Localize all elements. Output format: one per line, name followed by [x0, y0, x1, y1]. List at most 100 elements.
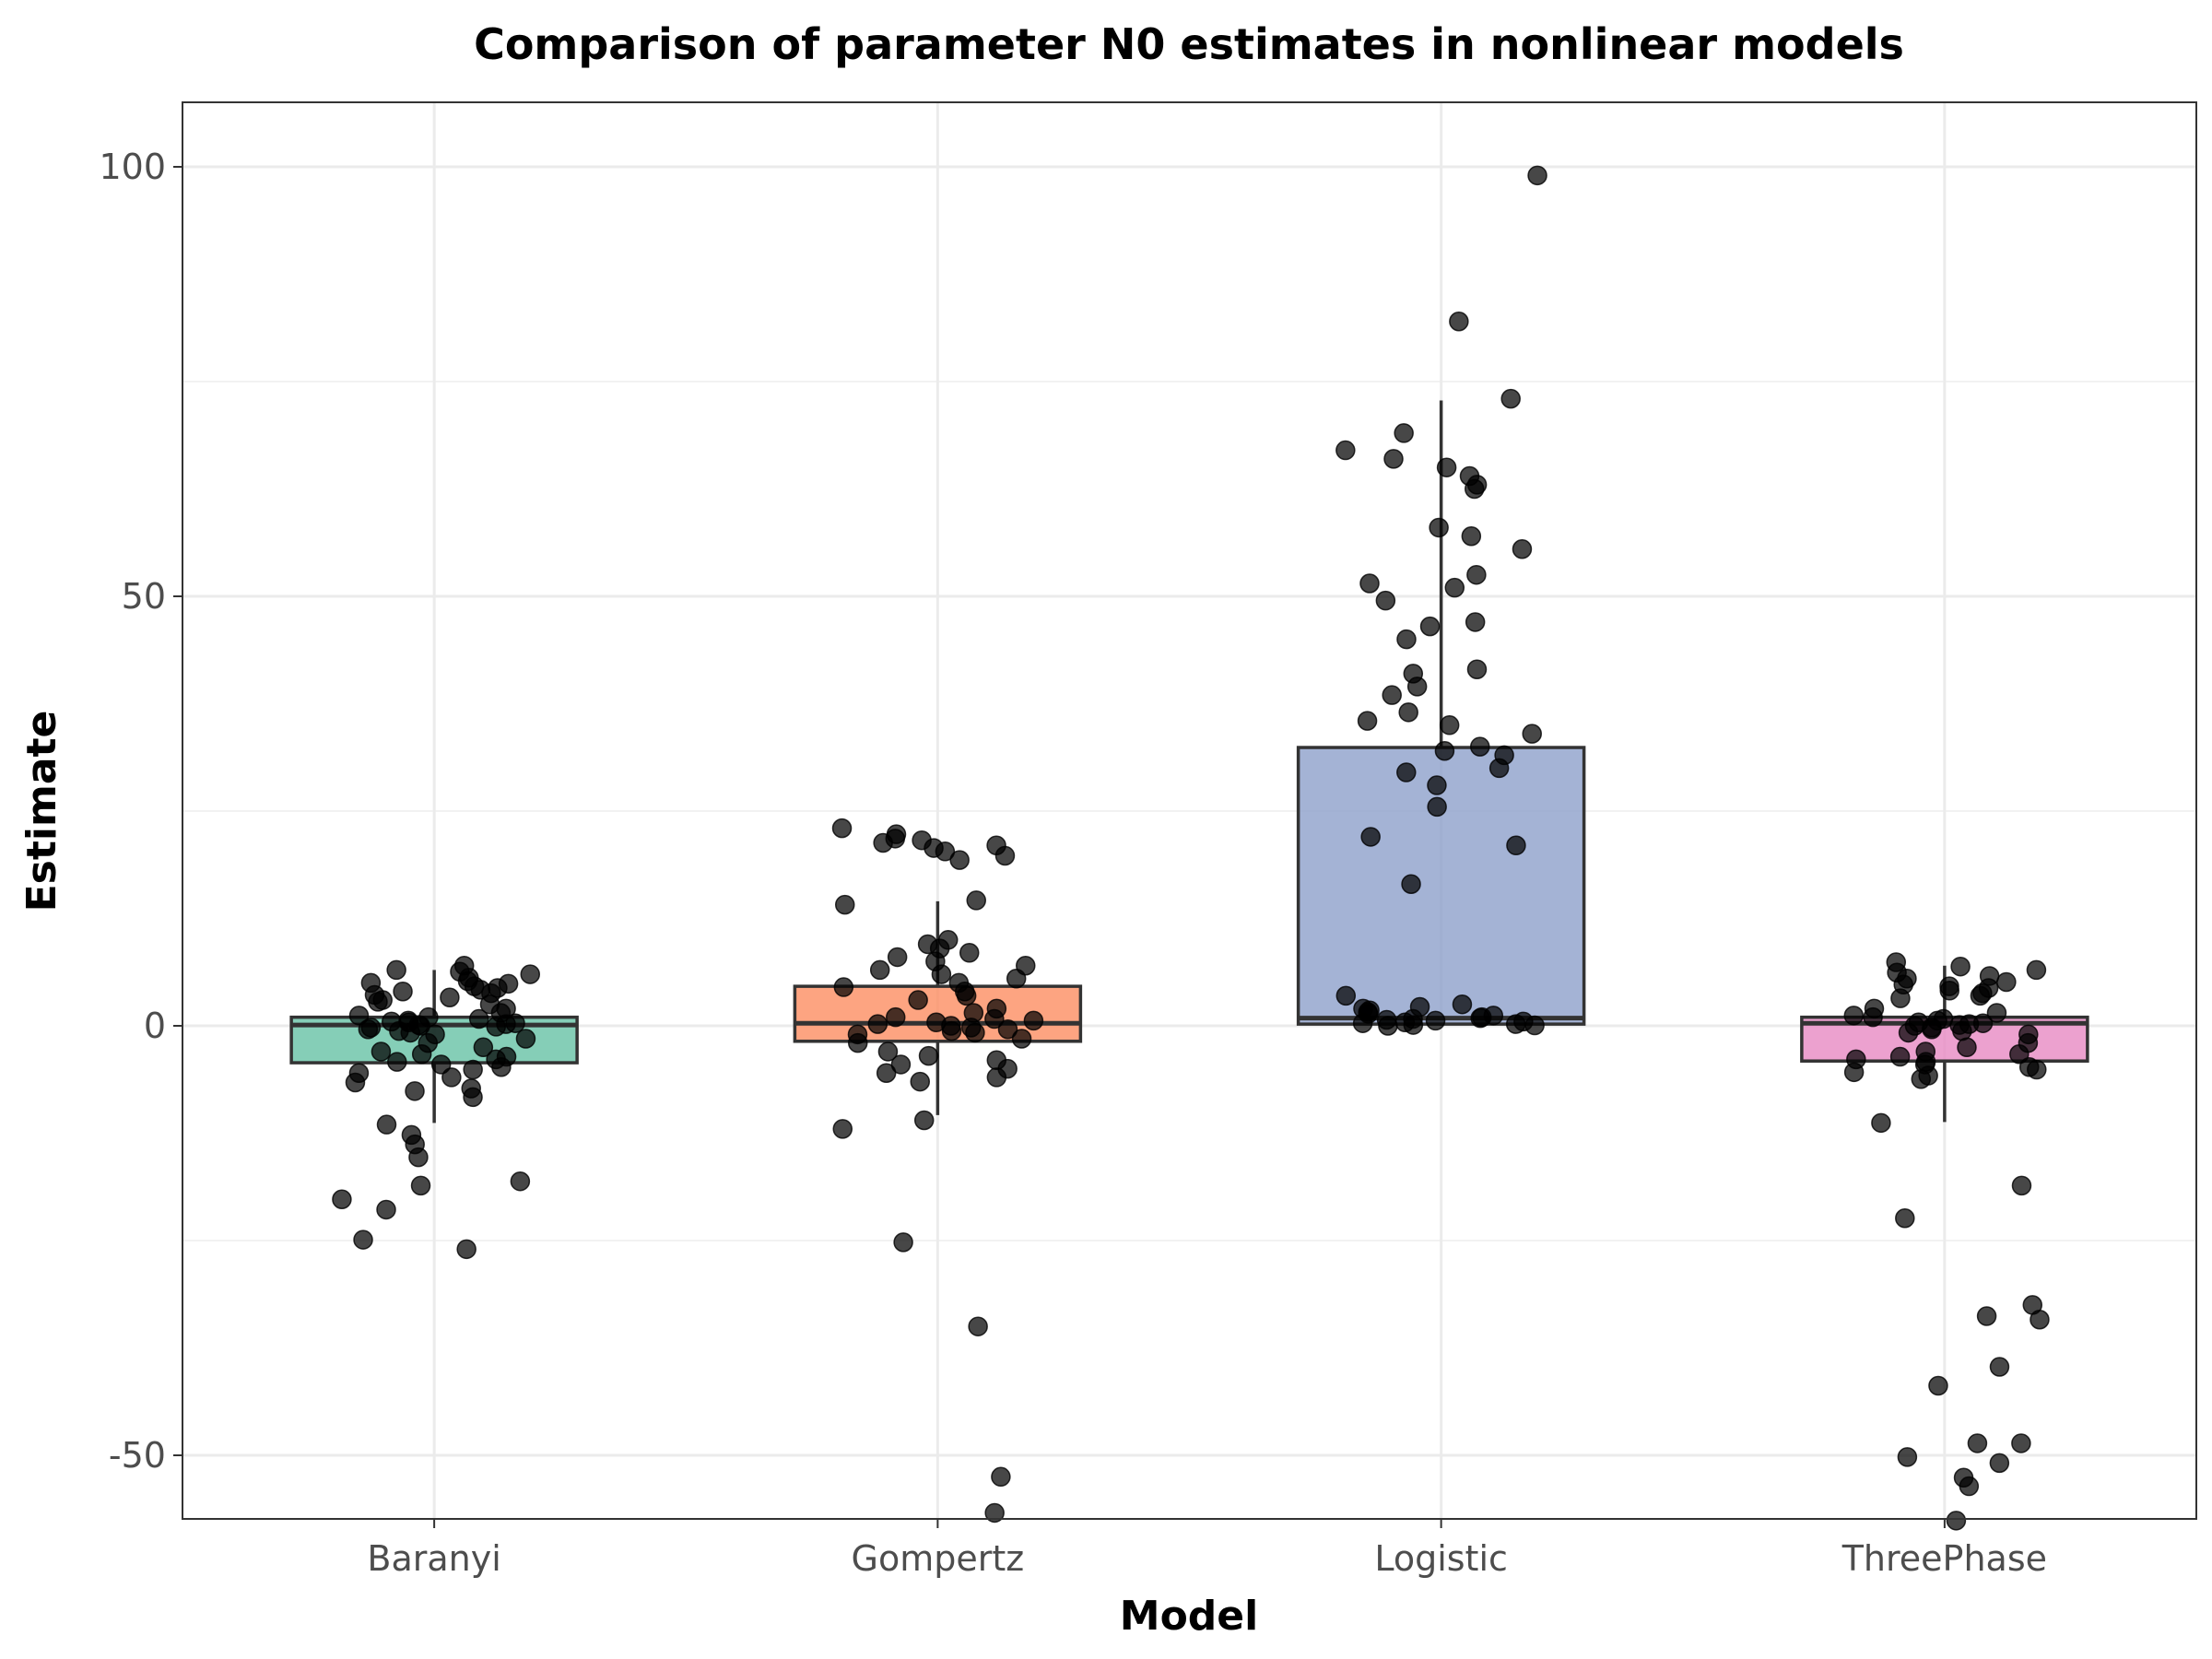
data-point [376, 1114, 397, 1135]
data-point [1939, 981, 1960, 1001]
data-point [1011, 1029, 1032, 1049]
data-point [1950, 956, 1971, 977]
data-point [430, 1054, 452, 1075]
data-point [1928, 1375, 1948, 1396]
data-point [956, 985, 977, 1006]
data-point [991, 1466, 1011, 1488]
data-point [1895, 1208, 1915, 1229]
data-point [2011, 1175, 2032, 1196]
data-point [913, 1110, 935, 1131]
x-tick-label: Logistic [1374, 1538, 1508, 1579]
data-point [1359, 573, 1380, 594]
data-point [515, 1029, 536, 1049]
data-point [1466, 659, 1488, 679]
data-point [1434, 741, 1455, 761]
data-point [2026, 959, 2047, 981]
data-point [440, 987, 460, 1007]
data-point [887, 947, 908, 968]
data-point [1843, 1006, 1865, 1026]
data-point [1466, 564, 1487, 585]
data-point [1946, 1511, 1967, 1531]
data-point [1890, 988, 1911, 1008]
data-point [393, 981, 413, 1002]
data-point [387, 1052, 407, 1072]
data-point [1970, 985, 1991, 1006]
data-point [1403, 1015, 1424, 1035]
data-point [2027, 1059, 2047, 1080]
data-point [1444, 577, 1465, 598]
data-point [1436, 457, 1457, 477]
data-point [908, 990, 928, 1010]
x-tick-label: ThreePhase [1841, 1538, 2047, 1579]
data-point [1357, 711, 1378, 731]
y-tick-label: -50 [109, 1435, 166, 1476]
data-point [1957, 1037, 1977, 1058]
data-point [411, 1044, 432, 1065]
x-axis-title: Model [1120, 1593, 1258, 1640]
data-point [1427, 775, 1447, 795]
data-point [1911, 1069, 1932, 1089]
data-point [834, 894, 855, 915]
y-tick-label: 50 [122, 576, 166, 617]
x-tick-label: Baranyi [367, 1538, 500, 1579]
data-point [949, 850, 970, 870]
data-point [463, 1087, 483, 1108]
y-tick-label: 100 [99, 147, 166, 187]
data-point [2009, 1044, 2030, 1065]
data-point [959, 943, 980, 963]
data-point [877, 1041, 899, 1062]
data-point [1989, 1357, 2010, 1377]
data-point [931, 964, 952, 984]
data-point [1470, 1007, 1490, 1029]
data-point [1396, 762, 1417, 782]
data-point [1465, 612, 1486, 632]
data-point [520, 964, 541, 984]
data-point [510, 1171, 531, 1192]
data-point [1425, 1010, 1446, 1031]
data-point [410, 1175, 431, 1196]
data-point [1006, 968, 1027, 989]
data-point [441, 1067, 462, 1088]
data-point [935, 841, 956, 862]
data-point [1394, 423, 1414, 443]
data-point [1524, 1015, 1545, 1036]
data-point [1500, 388, 1521, 409]
data-point [1406, 677, 1428, 697]
data-point [1449, 312, 1469, 332]
data-point [1996, 971, 2017, 993]
data-point [376, 1199, 396, 1220]
data-point [984, 1502, 1005, 1524]
data-point [1527, 165, 1547, 186]
axis-ticks: -50 0 50 100 Baranyi Gompertz Logistic ThreePha… [99, 147, 2047, 1579]
data-point [491, 1056, 512, 1077]
data-point [869, 959, 890, 981]
panel-border [182, 101, 2197, 1520]
data-point [847, 1032, 868, 1053]
data-point [1843, 1062, 1865, 1083]
data-point [876, 1063, 897, 1084]
data-point [1383, 449, 1404, 469]
data-point [371, 1041, 392, 1062]
data-point [1461, 526, 1482, 547]
data-point [1335, 985, 1357, 1006]
data-point [984, 1008, 1005, 1030]
data-point [386, 959, 406, 981]
data-point [1352, 1013, 1373, 1033]
data-point [1898, 1022, 1919, 1043]
x-tick-label: Gompertz [852, 1538, 1025, 1579]
data-point [941, 1020, 962, 1041]
data-point [1986, 1003, 2007, 1023]
data-point [456, 1239, 477, 1260]
data-point [1959, 1476, 1980, 1497]
data-point [405, 1081, 425, 1101]
data-point [463, 1059, 483, 1080]
data-point [1871, 1112, 1891, 1134]
data-point [1439, 715, 1460, 735]
data-point [873, 832, 893, 853]
data-point [1427, 796, 1447, 818]
data-point [831, 818, 853, 839]
data-point [408, 1147, 429, 1168]
data-point [1506, 835, 1526, 856]
